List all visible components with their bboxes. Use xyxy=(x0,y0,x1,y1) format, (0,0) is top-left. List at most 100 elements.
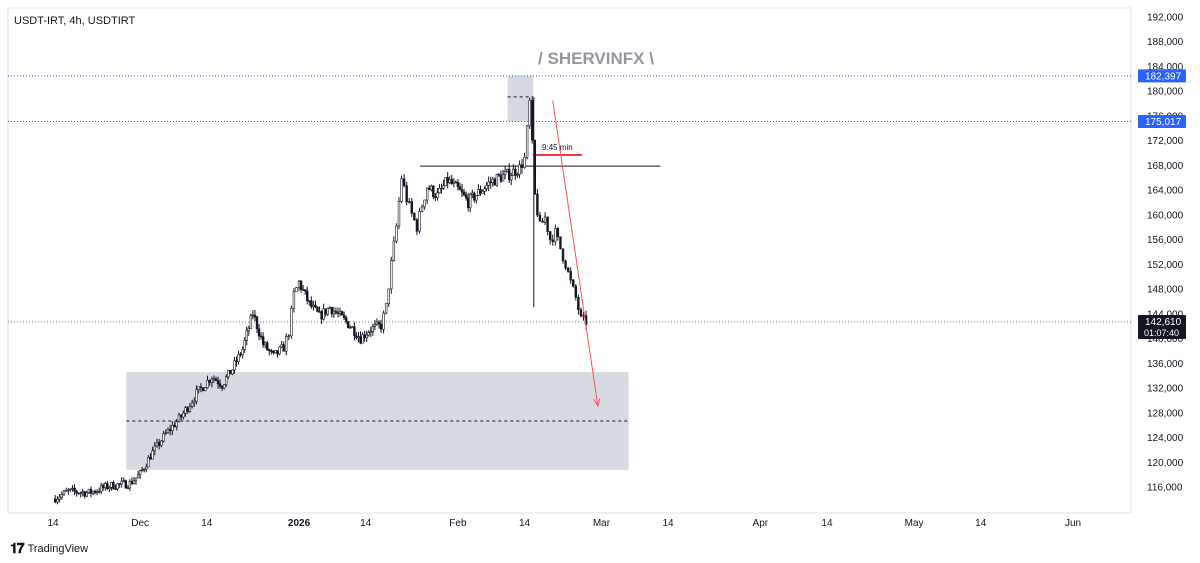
candle-body xyxy=(257,328,261,337)
tradingview-logo-icon[interactable]: 𝟏𝟕 xyxy=(10,541,25,557)
candle-body xyxy=(400,178,403,202)
candle-body xyxy=(334,310,338,313)
candle-body xyxy=(118,483,121,485)
candle-body xyxy=(145,466,148,470)
candle-body xyxy=(454,181,458,184)
candle-body xyxy=(175,421,178,428)
candle-body xyxy=(548,231,552,241)
candle-body xyxy=(464,194,468,199)
y-tick-label: 152,000 xyxy=(1147,260,1184,271)
candle-body xyxy=(574,285,578,298)
y-tick-label: 148,000 xyxy=(1147,285,1184,296)
candle-body xyxy=(231,369,234,375)
candle-body xyxy=(122,480,125,482)
candle-body xyxy=(384,303,388,314)
candle-body xyxy=(292,291,296,309)
candle-body xyxy=(369,331,372,333)
candle-body xyxy=(104,483,107,489)
candle-body xyxy=(67,489,70,492)
candle-body xyxy=(237,353,240,363)
candle-body xyxy=(493,178,497,186)
candle-body xyxy=(208,380,211,383)
candle-body xyxy=(153,445,156,452)
candle-body xyxy=(182,412,185,418)
candle-body xyxy=(274,350,277,354)
candle-body xyxy=(81,491,84,494)
candle-body xyxy=(516,174,519,176)
candle-body xyxy=(79,492,82,494)
candle-body xyxy=(564,260,567,269)
candle-body xyxy=(428,187,431,190)
candle-body xyxy=(102,485,105,489)
x-tick-label: Apr xyxy=(753,518,769,529)
candle-body xyxy=(475,195,478,201)
price-label-0: 182,397 xyxy=(1145,71,1182,82)
candle-body xyxy=(264,342,267,346)
candle-body xyxy=(247,328,250,332)
candle-body xyxy=(239,353,242,356)
candle-body xyxy=(342,314,346,319)
candle-body xyxy=(134,477,138,482)
candle-body xyxy=(149,457,152,460)
candle-body xyxy=(136,474,140,479)
candle-body xyxy=(166,429,170,434)
candle-body xyxy=(497,174,501,176)
candle-body xyxy=(387,288,390,304)
candle-body xyxy=(405,185,408,203)
candle-body xyxy=(418,211,421,232)
x-tick-label: 14 xyxy=(47,518,59,529)
candle-body xyxy=(525,125,529,158)
candle-body xyxy=(487,181,490,186)
candle-body xyxy=(491,178,494,183)
candle-body xyxy=(83,491,86,497)
candle-body xyxy=(168,429,172,432)
candle-body xyxy=(456,182,460,188)
symbol-title: USDT-IRT, 4h, USDTIRT xyxy=(14,15,136,27)
candle-body xyxy=(251,314,255,317)
candle-body xyxy=(349,326,352,329)
candle-body xyxy=(91,490,95,494)
countdown-label: 01:07:40 xyxy=(1144,328,1179,338)
candle-body xyxy=(116,483,119,490)
candle-body xyxy=(216,380,220,385)
candle-body xyxy=(442,185,445,189)
candle-body xyxy=(64,490,68,492)
candle-body xyxy=(410,201,413,214)
candle-body xyxy=(147,457,150,468)
y-tick-label: 168,000 xyxy=(1147,161,1184,172)
candle-body xyxy=(295,287,298,293)
candle-body xyxy=(577,297,580,311)
x-tick-label: 14 xyxy=(360,518,372,529)
candle-body xyxy=(220,385,224,389)
candle-body xyxy=(359,336,362,344)
candle-body xyxy=(436,192,439,198)
candle-body xyxy=(214,378,218,381)
candle-body xyxy=(495,174,499,186)
candle-body xyxy=(438,187,441,194)
candle-body xyxy=(97,491,101,493)
candle-body xyxy=(204,387,207,392)
candle-body xyxy=(361,334,364,344)
candle-body xyxy=(390,260,393,290)
candle-body xyxy=(272,350,275,354)
candle-body xyxy=(479,189,482,194)
candle-body xyxy=(222,384,226,389)
candle-body xyxy=(108,487,111,490)
candle-body xyxy=(56,498,59,503)
candle-body xyxy=(458,186,462,191)
candle-body xyxy=(523,156,526,168)
price-label-2: 142,610 xyxy=(1145,317,1182,328)
candle-body xyxy=(392,240,396,261)
candle-body xyxy=(554,228,557,242)
y-tick-label: 128,000 xyxy=(1147,408,1184,419)
candle-body xyxy=(402,178,406,186)
candle-body xyxy=(432,185,435,198)
candle-body xyxy=(444,177,447,186)
candle-body xyxy=(132,480,136,485)
candle-body xyxy=(280,344,283,348)
y-tick-label: 120,000 xyxy=(1147,458,1184,469)
x-tick-label: 14 xyxy=(201,518,213,529)
brand-text: TradingView xyxy=(27,543,89,555)
candle-body xyxy=(124,480,127,489)
